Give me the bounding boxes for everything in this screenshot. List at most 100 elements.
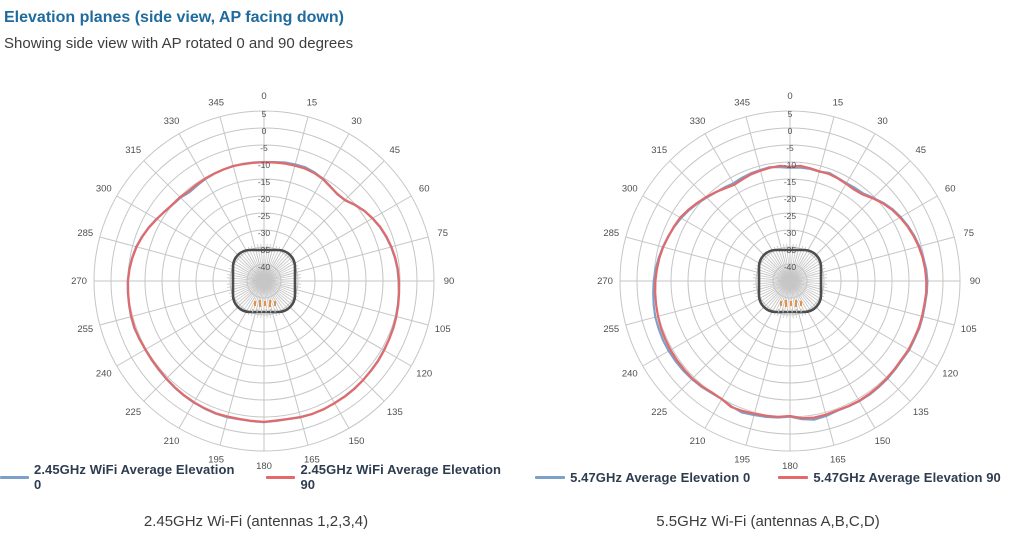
legend-swatch-blue [535, 475, 566, 479]
svg-text:-30: -30 [258, 228, 271, 238]
svg-text:-5: -5 [260, 143, 268, 153]
chart-caption-2.45ghz: 2.45GHz Wi-Fi (antennas 1,2,3,4) [143, 513, 369, 530]
page-title: Elevation planes (side view, AP facing d… [4, 9, 344, 26]
svg-text:180: 180 [256, 461, 272, 472]
legend-item-elevation-90: 5.47GHz Average Elevation 90 [778, 470, 1001, 485]
series-line-1 [126, 161, 401, 423]
svg-text:-30: -30 [784, 228, 797, 238]
svg-text:60: 60 [945, 184, 956, 195]
polar-plot-5.5ghz: 0 15 30 45 60 75 90 105 120 135 150 165 180 195 210 225… [597, 91, 980, 472]
svg-text:330: 330 [690, 116, 706, 127]
axis-labels: 0 15 30 45 60 75 90 105 120 135 150 165 180 195 210 225… [71, 91, 454, 472]
svg-text:-5: -5 [786, 143, 794, 153]
svg-text:165: 165 [830, 455, 846, 466]
svg-text:315: 315 [125, 145, 141, 156]
access-point-icon [757, 248, 823, 314]
svg-text:-15: -15 [784, 177, 797, 187]
svg-text:270: 270 [71, 276, 87, 287]
svg-text:330: 330 [164, 116, 180, 127]
chart-5.5ghz: 0 15 30 45 60 75 90 105 120 135 150 165 180 195 210 225… [512, 79, 1024, 530]
legend-item-elevation-0: 5.47GHz Average Elevation 0 [535, 470, 750, 485]
svg-text:-20: -20 [784, 194, 797, 204]
svg-text:5: 5 [262, 109, 267, 119]
ap-led [790, 301, 792, 306]
svg-text:105: 105 [435, 324, 451, 335]
svg-text:285: 285 [603, 228, 619, 239]
svg-text:195: 195 [208, 455, 224, 466]
svg-text:0: 0 [788, 126, 793, 136]
svg-text:-15: -15 [258, 177, 271, 187]
svg-text:255: 255 [603, 324, 619, 335]
legend-label: 2.45GHz WiFi Average Elevation 0 [33, 462, 235, 492]
svg-text:-25: -25 [258, 211, 271, 221]
page: Elevation planes (side view, AP facing d… [0, 9, 1024, 551]
svg-text:165: 165 [304, 455, 320, 466]
svg-text:345: 345 [208, 97, 224, 108]
ap-led [785, 300, 787, 307]
svg-text:345: 345 [734, 97, 750, 108]
polar-plot-2.45ghz: 0 15 30 45 60 75 90 105 120 135 150 165 180 195 210 225… [71, 91, 454, 472]
legend-label: 2.45GHz WiFi Average Elevation 90 [300, 462, 502, 492]
legend-swatch-red [778, 475, 809, 479]
svg-text:-35: -35 [784, 245, 797, 255]
svg-text:30: 30 [351, 116, 362, 127]
chart-caption-5.5ghz: 5.5GHz Wi-Fi (antennas A,B,C,D) [656, 513, 880, 530]
svg-text:90: 90 [444, 276, 455, 287]
svg-text:315: 315 [651, 145, 667, 156]
svg-text:-40: -40 [784, 262, 797, 272]
svg-text:45: 45 [390, 145, 401, 156]
ap-led [800, 301, 802, 306]
svg-text:225: 225 [125, 407, 141, 418]
svg-text:90: 90 [970, 276, 981, 287]
legend-swatch-blue [0, 475, 29, 479]
svg-text:120: 120 [416, 369, 432, 380]
svg-text:195: 195 [734, 455, 750, 466]
svg-text:135: 135 [913, 407, 929, 418]
ap-led [780, 301, 782, 306]
legend-2.45ghz: 2.45GHz WiFi Average Elevation 0 2.45GHz… [0, 462, 512, 492]
svg-text:-10: -10 [258, 160, 271, 170]
ap-led [269, 300, 271, 307]
svg-text:105: 105 [961, 324, 977, 335]
svg-text:0: 0 [261, 91, 266, 102]
svg-text:0: 0 [262, 126, 267, 136]
legend-label: 5.47GHz Average Elevation 90 [813, 469, 1001, 485]
svg-text:150: 150 [349, 436, 365, 447]
charts-row: 0 15 30 45 60 75 90 105 120 135 150 165 180 195 210 225… [0, 79, 1024, 530]
svg-text:150: 150 [875, 436, 891, 447]
legend-swatch-red [266, 475, 296, 479]
legend-item-elevation-90: 2.45GHz WiFi Average Elevation 90 [266, 462, 512, 492]
page-subtitle: Showing side view with AP rotated 0 and … [4, 35, 354, 52]
legend-item-elevation-0: 2.45GHz WiFi Average Elevation 0 [0, 462, 238, 492]
legend-label: 5.47GHz Average Elevation 0 [570, 469, 751, 485]
series-line-1 [654, 164, 928, 420]
svg-text:210: 210 [690, 436, 706, 447]
svg-text:240: 240 [96, 369, 112, 380]
svg-text:255: 255 [77, 324, 93, 335]
ap-led [254, 301, 256, 306]
svg-text:135: 135 [387, 407, 403, 418]
svg-text:300: 300 [622, 184, 638, 195]
access-point-icon [231, 248, 297, 314]
svg-text:120: 120 [942, 369, 958, 380]
svg-text:270: 270 [597, 276, 613, 287]
svg-text:285: 285 [77, 228, 93, 239]
svg-text:30: 30 [877, 116, 888, 127]
ap-led [259, 300, 261, 307]
svg-text:75: 75 [963, 228, 974, 239]
svg-text:75: 75 [437, 228, 448, 239]
svg-text:-10: -10 [784, 160, 797, 170]
legend-5.5ghz: 5.47GHz Average Elevation 0 5.47GHz Aver… [535, 467, 1001, 487]
svg-text:210: 210 [164, 436, 180, 447]
svg-text:-40: -40 [258, 262, 271, 272]
svg-text:15: 15 [833, 97, 844, 108]
svg-text:-25: -25 [784, 211, 797, 221]
polar-grid [93, 110, 435, 452]
svg-text:15: 15 [307, 97, 318, 108]
ap-led [264, 301, 266, 306]
ap-led [274, 301, 276, 306]
svg-text:-35: -35 [258, 245, 271, 255]
axis-labels: 0 15 30 45 60 75 90 105 120 135 150 165 180 195 210 225… [597, 91, 980, 472]
svg-text:45: 45 [916, 145, 927, 156]
svg-text:0: 0 [787, 91, 792, 102]
